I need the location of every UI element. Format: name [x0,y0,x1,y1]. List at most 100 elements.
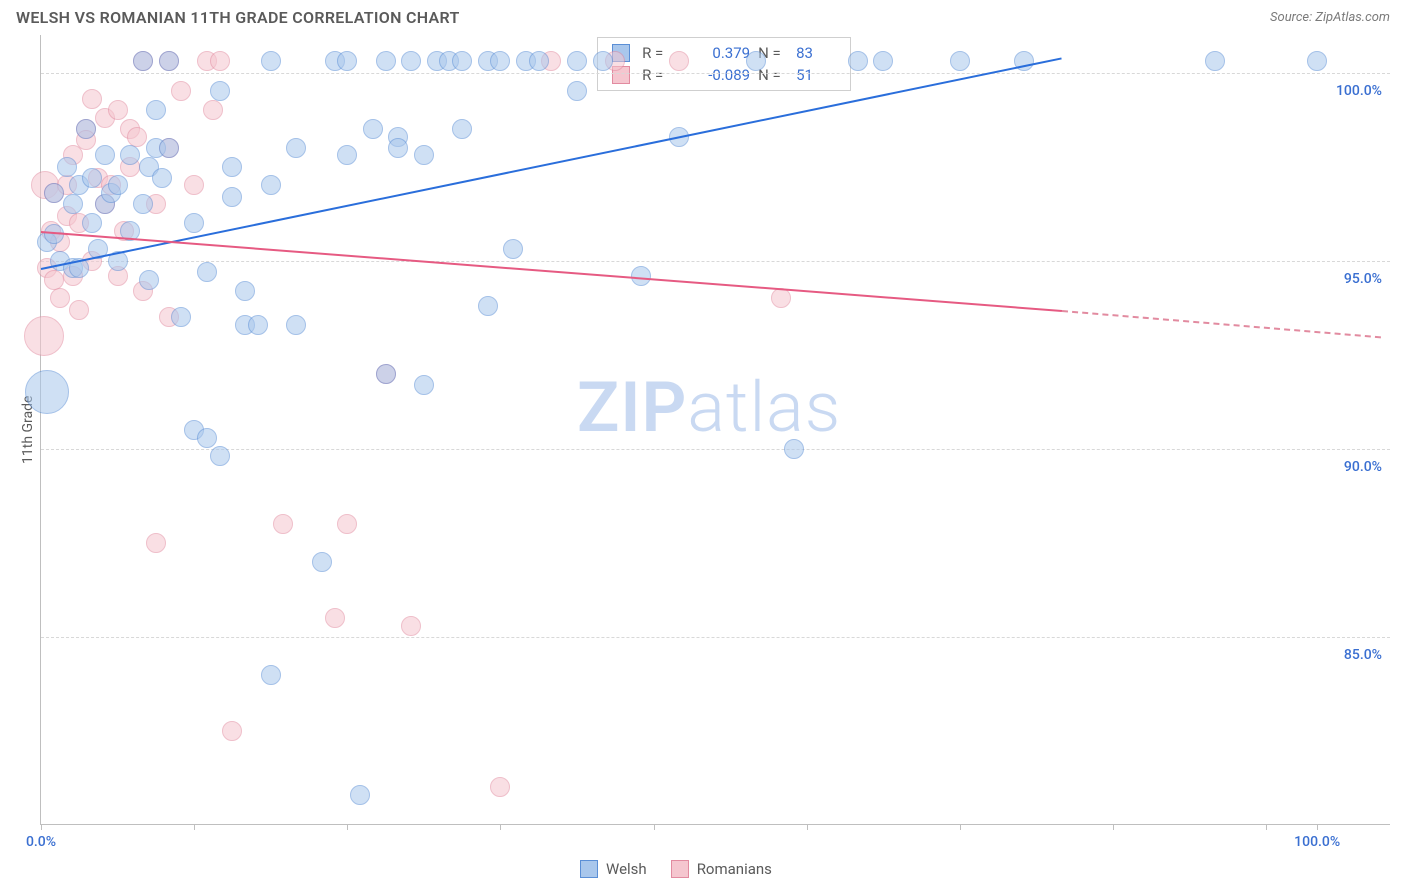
x-tick-label: 100.0% [1294,834,1340,850]
scatter-point-welsh [146,100,166,120]
scatter-point-welsh [25,370,69,414]
scatter-point-welsh [452,119,472,139]
scatter-point-welsh [567,51,587,71]
x-tick [500,824,501,830]
scatter-point-welsh [1307,51,1327,71]
scatter-point-welsh [120,145,140,165]
x-tick [1317,824,1318,830]
scatter-point-welsh [478,296,498,316]
gridline [41,637,1390,638]
gridline [41,73,1390,74]
scatter-point-welsh [490,51,510,71]
scatter-point-welsh [350,785,370,805]
x-tick [960,824,961,830]
y-tick-label: 90.0% [1344,459,1382,475]
scatter-point-welsh [593,51,613,71]
scatter-point-romanians [146,533,166,553]
x-tick [807,824,808,830]
scatter-point-welsh [159,138,179,158]
scatter-point-romanians [401,616,421,636]
y-axis-label: 11th Grade [16,35,40,825]
scatter-point-welsh [337,145,357,165]
scatter-point-romanians [82,89,102,109]
scatter-point-romanians [490,777,510,797]
watermark: ZIPatlas [577,367,841,449]
legend-label: Welsh [606,860,647,878]
scatter-point-welsh [312,552,332,572]
stats-r-value: -0.089 [680,66,750,84]
scatter-point-romanians [44,270,64,290]
scatter-point-welsh [261,51,281,71]
scatter-point-romanians [273,514,293,534]
scatter-point-welsh [133,194,153,214]
scatter-point-welsh [139,270,159,290]
scatter-point-welsh [76,119,96,139]
scatter-point-welsh [261,665,281,685]
stats-box: R =0.379N =83R =-0.089N =51 [597,37,851,91]
legend-swatch [580,860,598,878]
legend: Welsh Romanians [580,860,772,878]
scatter-point-welsh [567,81,587,101]
trendline-welsh [41,58,1062,271]
scatter-point-welsh [44,183,64,203]
scatter-point-welsh [63,194,83,214]
chart-area: 11th Grade ZIPatlas R =0.379N =83R =-0.0… [16,35,1390,825]
trendline-romanians-extrapolated [1062,310,1381,338]
scatter-point-welsh [57,157,77,177]
scatter-point-welsh [401,51,421,71]
watermark-atlas: atlas [687,367,841,449]
watermark-zip: ZIP [577,367,687,449]
scatter-point-welsh [414,375,434,395]
scatter-point-welsh [222,157,242,177]
scatter-point-welsh [171,307,191,327]
x-tick [347,824,348,830]
scatter-point-welsh [210,81,230,101]
scatter-point-welsh [950,51,970,71]
x-tick [194,824,195,830]
stats-r-label: R = [642,44,672,62]
gridline [41,261,1390,262]
scatter-point-welsh [197,428,217,448]
legend-label: Romanians [697,860,772,878]
scatter-point-welsh [210,446,230,466]
scatter-point-welsh [337,51,357,71]
scatter-point-welsh [184,213,204,233]
scatter-point-romanians [184,175,204,195]
scatter-point-welsh [363,119,383,139]
scatter-point-welsh [152,168,172,188]
scatter-point-welsh [261,175,281,195]
legend-item: Welsh [580,860,647,878]
scatter-point-welsh [82,168,102,188]
scatter-point-romanians [108,100,128,120]
legend-swatch [671,860,689,878]
scatter-point-welsh [388,138,408,158]
scatter-point-romanians [210,51,230,71]
chart-source: Source: ZipAtlas.com [1270,10,1390,25]
scatter-point-welsh [529,51,549,71]
scatter-point-romanians [50,288,70,308]
scatter-point-welsh [235,281,255,301]
scatter-point-welsh [376,364,396,384]
y-tick-label: 85.0% [1344,647,1382,663]
chart-title: WELSH VS ROMANIAN 11TH GRADE CORRELATION… [16,8,460,27]
scatter-point-welsh [1205,51,1225,71]
scatter-point-welsh [133,51,153,71]
x-tick-label: 0.0% [26,834,56,850]
stats-n-value: 83 [796,44,836,62]
scatter-point-welsh [503,239,523,259]
scatter-point-welsh [873,51,893,71]
scatter-point-welsh [286,138,306,158]
scatter-point-welsh [95,145,115,165]
scatter-point-welsh [197,262,217,282]
x-tick [1266,824,1267,830]
chart-header: WELSH VS ROMANIAN 11TH GRADE CORRELATION… [0,0,1406,31]
scatter-point-romanians [24,316,64,356]
scatter-point-welsh [159,51,179,71]
stats-r-value: 0.379 [680,44,750,62]
scatter-point-welsh [746,51,766,71]
scatter-point-romanians [325,608,345,628]
scatter-point-welsh [414,145,434,165]
scatter-point-welsh [82,213,102,233]
x-tick [654,824,655,830]
trendline-romanians [41,231,1062,312]
